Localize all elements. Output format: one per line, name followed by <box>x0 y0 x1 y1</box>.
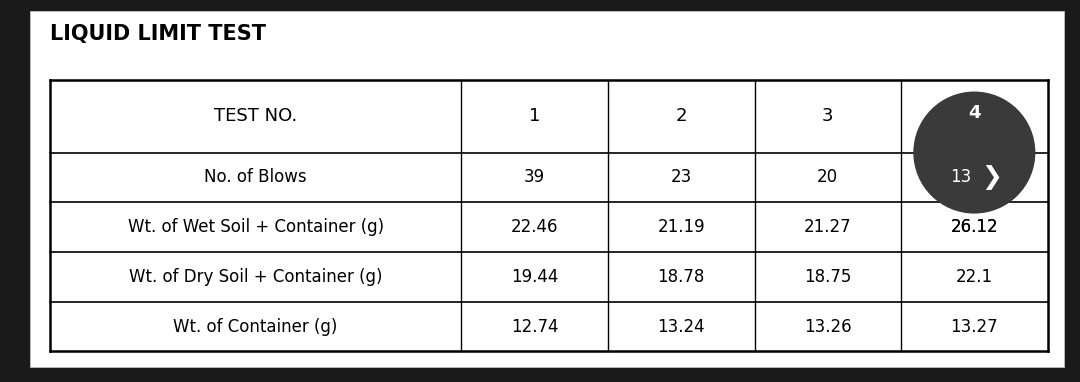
Text: 20: 20 <box>818 168 838 186</box>
Text: Wt. of Container (g): Wt. of Container (g) <box>174 317 338 335</box>
Text: 22.46: 22.46 <box>511 218 558 236</box>
Text: 12.74: 12.74 <box>511 317 558 335</box>
Text: 18.75: 18.75 <box>805 268 851 286</box>
Text: TEST NO.: TEST NO. <box>214 107 297 125</box>
Text: 19.44: 19.44 <box>511 268 558 286</box>
Text: 3: 3 <box>822 107 834 125</box>
Text: 26.12: 26.12 <box>950 218 998 236</box>
Text: 13.26: 13.26 <box>804 317 852 335</box>
Text: 21.19: 21.19 <box>658 218 705 236</box>
Text: LIQUID LIMIT TEST: LIQUID LIMIT TEST <box>50 24 266 44</box>
Text: 18.78: 18.78 <box>658 268 705 286</box>
Text: 4: 4 <box>968 104 981 122</box>
Text: 39: 39 <box>524 168 545 186</box>
Text: 1: 1 <box>529 107 540 125</box>
Text: 21.27: 21.27 <box>804 218 852 236</box>
Text: 2: 2 <box>675 107 687 125</box>
Text: 26.12: 26.12 <box>950 218 998 236</box>
Text: No. of Blows: No. of Blows <box>204 168 307 186</box>
Ellipse shape <box>914 92 1036 214</box>
Text: 13.24: 13.24 <box>658 317 705 335</box>
Text: 13.27: 13.27 <box>950 317 998 335</box>
Text: 13: 13 <box>950 168 972 186</box>
Text: 23: 23 <box>671 168 692 186</box>
Text: Wt. of Wet Soil + Container (g): Wt. of Wet Soil + Container (g) <box>127 218 383 236</box>
Text: Wt. of Dry Soil + Container (g): Wt. of Dry Soil + Container (g) <box>129 268 382 286</box>
Text: ❯: ❯ <box>981 165 1002 190</box>
Text: 22.1: 22.1 <box>956 268 993 286</box>
